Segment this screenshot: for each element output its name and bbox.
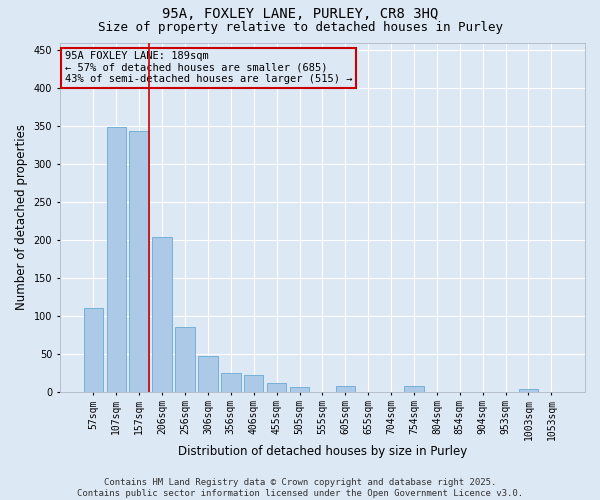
Bar (175, 327, 195, 392)
Text: 95A FOXLEY LANE: 189sqm
← 57% of detached houses are smaller (685)
43% of semi-d: 95A FOXLEY LANE: 189sqm ← 57% of detache… (65, 51, 353, 84)
Bar (83, 308, 103, 392)
Bar (290, 387, 309, 392)
Bar (152, 237, 172, 392)
Bar (244, 375, 263, 392)
Bar (519, 390, 538, 392)
Bar (335, 386, 355, 392)
Bar (107, 128, 126, 392)
Text: 95A, FOXLEY LANE, PURLEY, CR8 3HQ: 95A, FOXLEY LANE, PURLEY, CR8 3HQ (162, 8, 438, 22)
Text: Contains HM Land Registry data © Crown copyright and database right 2025.
Contai: Contains HM Land Registry data © Crown c… (77, 478, 523, 498)
Bar (267, 383, 286, 392)
Bar (404, 386, 424, 392)
Text: Size of property relative to detached houses in Purley: Size of property relative to detached ho… (97, 21, 503, 34)
Bar (130, 130, 149, 392)
X-axis label: Distribution of detached houses by size in Purley: Distribution of detached houses by size … (178, 444, 467, 458)
Bar (221, 372, 241, 392)
Bar (198, 356, 218, 392)
Y-axis label: Number of detached properties: Number of detached properties (15, 124, 28, 310)
